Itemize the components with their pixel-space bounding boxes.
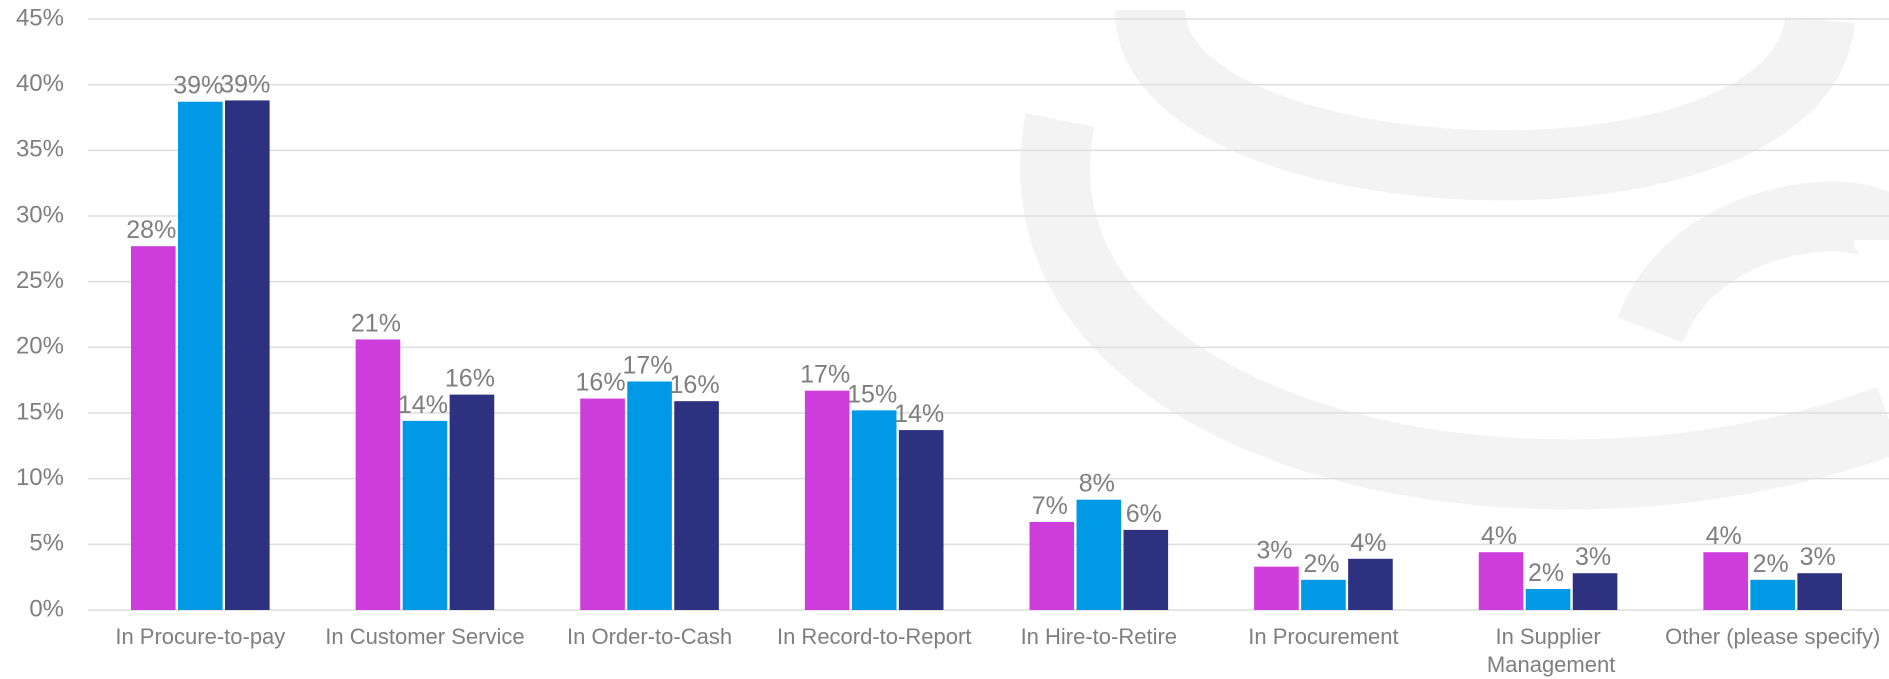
value-label: 39% [173,72,223,100]
value-label: 16% [576,369,626,397]
value-label: 17% [800,361,850,389]
y-tick-label: 45% [16,4,64,31]
value-label: 16% [445,365,495,393]
y-tick-label: 5% [29,530,64,557]
bar [1750,579,1795,610]
y-tick-label: 20% [16,333,64,360]
x-tick-label: In Customer Service [325,624,524,649]
bar [1076,499,1122,610]
value-label: 14% [894,400,944,428]
value-label: 7% [1032,492,1068,520]
y-tick-label: 10% [16,464,64,491]
value-label: 2% [1303,550,1339,578]
bar [1029,522,1075,610]
value-label: 4% [1350,529,1386,557]
bar [1478,552,1524,610]
bar [131,246,176,610]
value-label: 6% [1126,500,1162,528]
x-tick-label: In Procure-to-pay [115,624,285,649]
value-label: 3% [1256,537,1292,565]
bar [674,401,719,610]
value-label: 4% [1481,522,1517,550]
value-label: 8% [1079,470,1115,498]
value-label: 21% [351,309,401,337]
value-label: 2% [1528,559,1564,587]
bar [580,398,625,610]
y-tick-label: 40% [16,70,64,97]
bar [1123,529,1169,610]
bar [402,420,448,610]
bar [1348,558,1393,610]
x-tick-label: In Procurement [1248,624,1398,649]
x-tick-label: In Record-to-Report [777,624,971,649]
value-label: 4% [1706,522,1742,550]
value-label: 2% [1753,550,1789,578]
bar [1301,579,1346,610]
watermark-shape [1020,113,1889,510]
bar [1703,552,1748,610]
bar [1525,588,1571,610]
bar [1797,573,1842,610]
bar [898,430,944,610]
y-tick-label: 0% [29,595,64,622]
value-label: 17% [623,351,673,379]
bar [449,394,495,610]
bar [1572,573,1618,610]
value-label: 3% [1800,543,1836,571]
value-label: 39% [220,70,270,98]
bar [178,101,223,611]
x-tick-label: In Order-to-Cash [567,624,732,649]
value-label: 16% [670,371,720,399]
watermark [1020,6,1889,510]
watermark-shape [1617,181,1889,345]
bar [804,390,850,610]
x-tick-label: Other (please specify) [1665,624,1880,649]
y-tick-label: 25% [16,267,64,294]
bar [355,339,401,610]
y-tick-label: 15% [16,398,64,425]
x-tick-label: In Supplier Management [1481,624,1616,677]
bar [627,381,672,610]
bar [851,410,897,610]
watermark-shape [1115,6,1855,201]
plot: 0% 5% 10% 15% 20% 25% 30% 35% 40% 45% 28% 39%39% In … [16,4,1889,677]
y-tick-label: 35% [16,136,64,163]
value-label: 15% [847,380,897,408]
bar [225,100,270,610]
bar [1254,566,1299,610]
value-label: 14% [398,391,448,419]
value-label: 3% [1575,543,1611,571]
y-tick-label: 30% [16,201,64,228]
value-label: 28% [126,216,176,244]
x-tick-label: In Hire-to-Retire [1021,624,1177,649]
